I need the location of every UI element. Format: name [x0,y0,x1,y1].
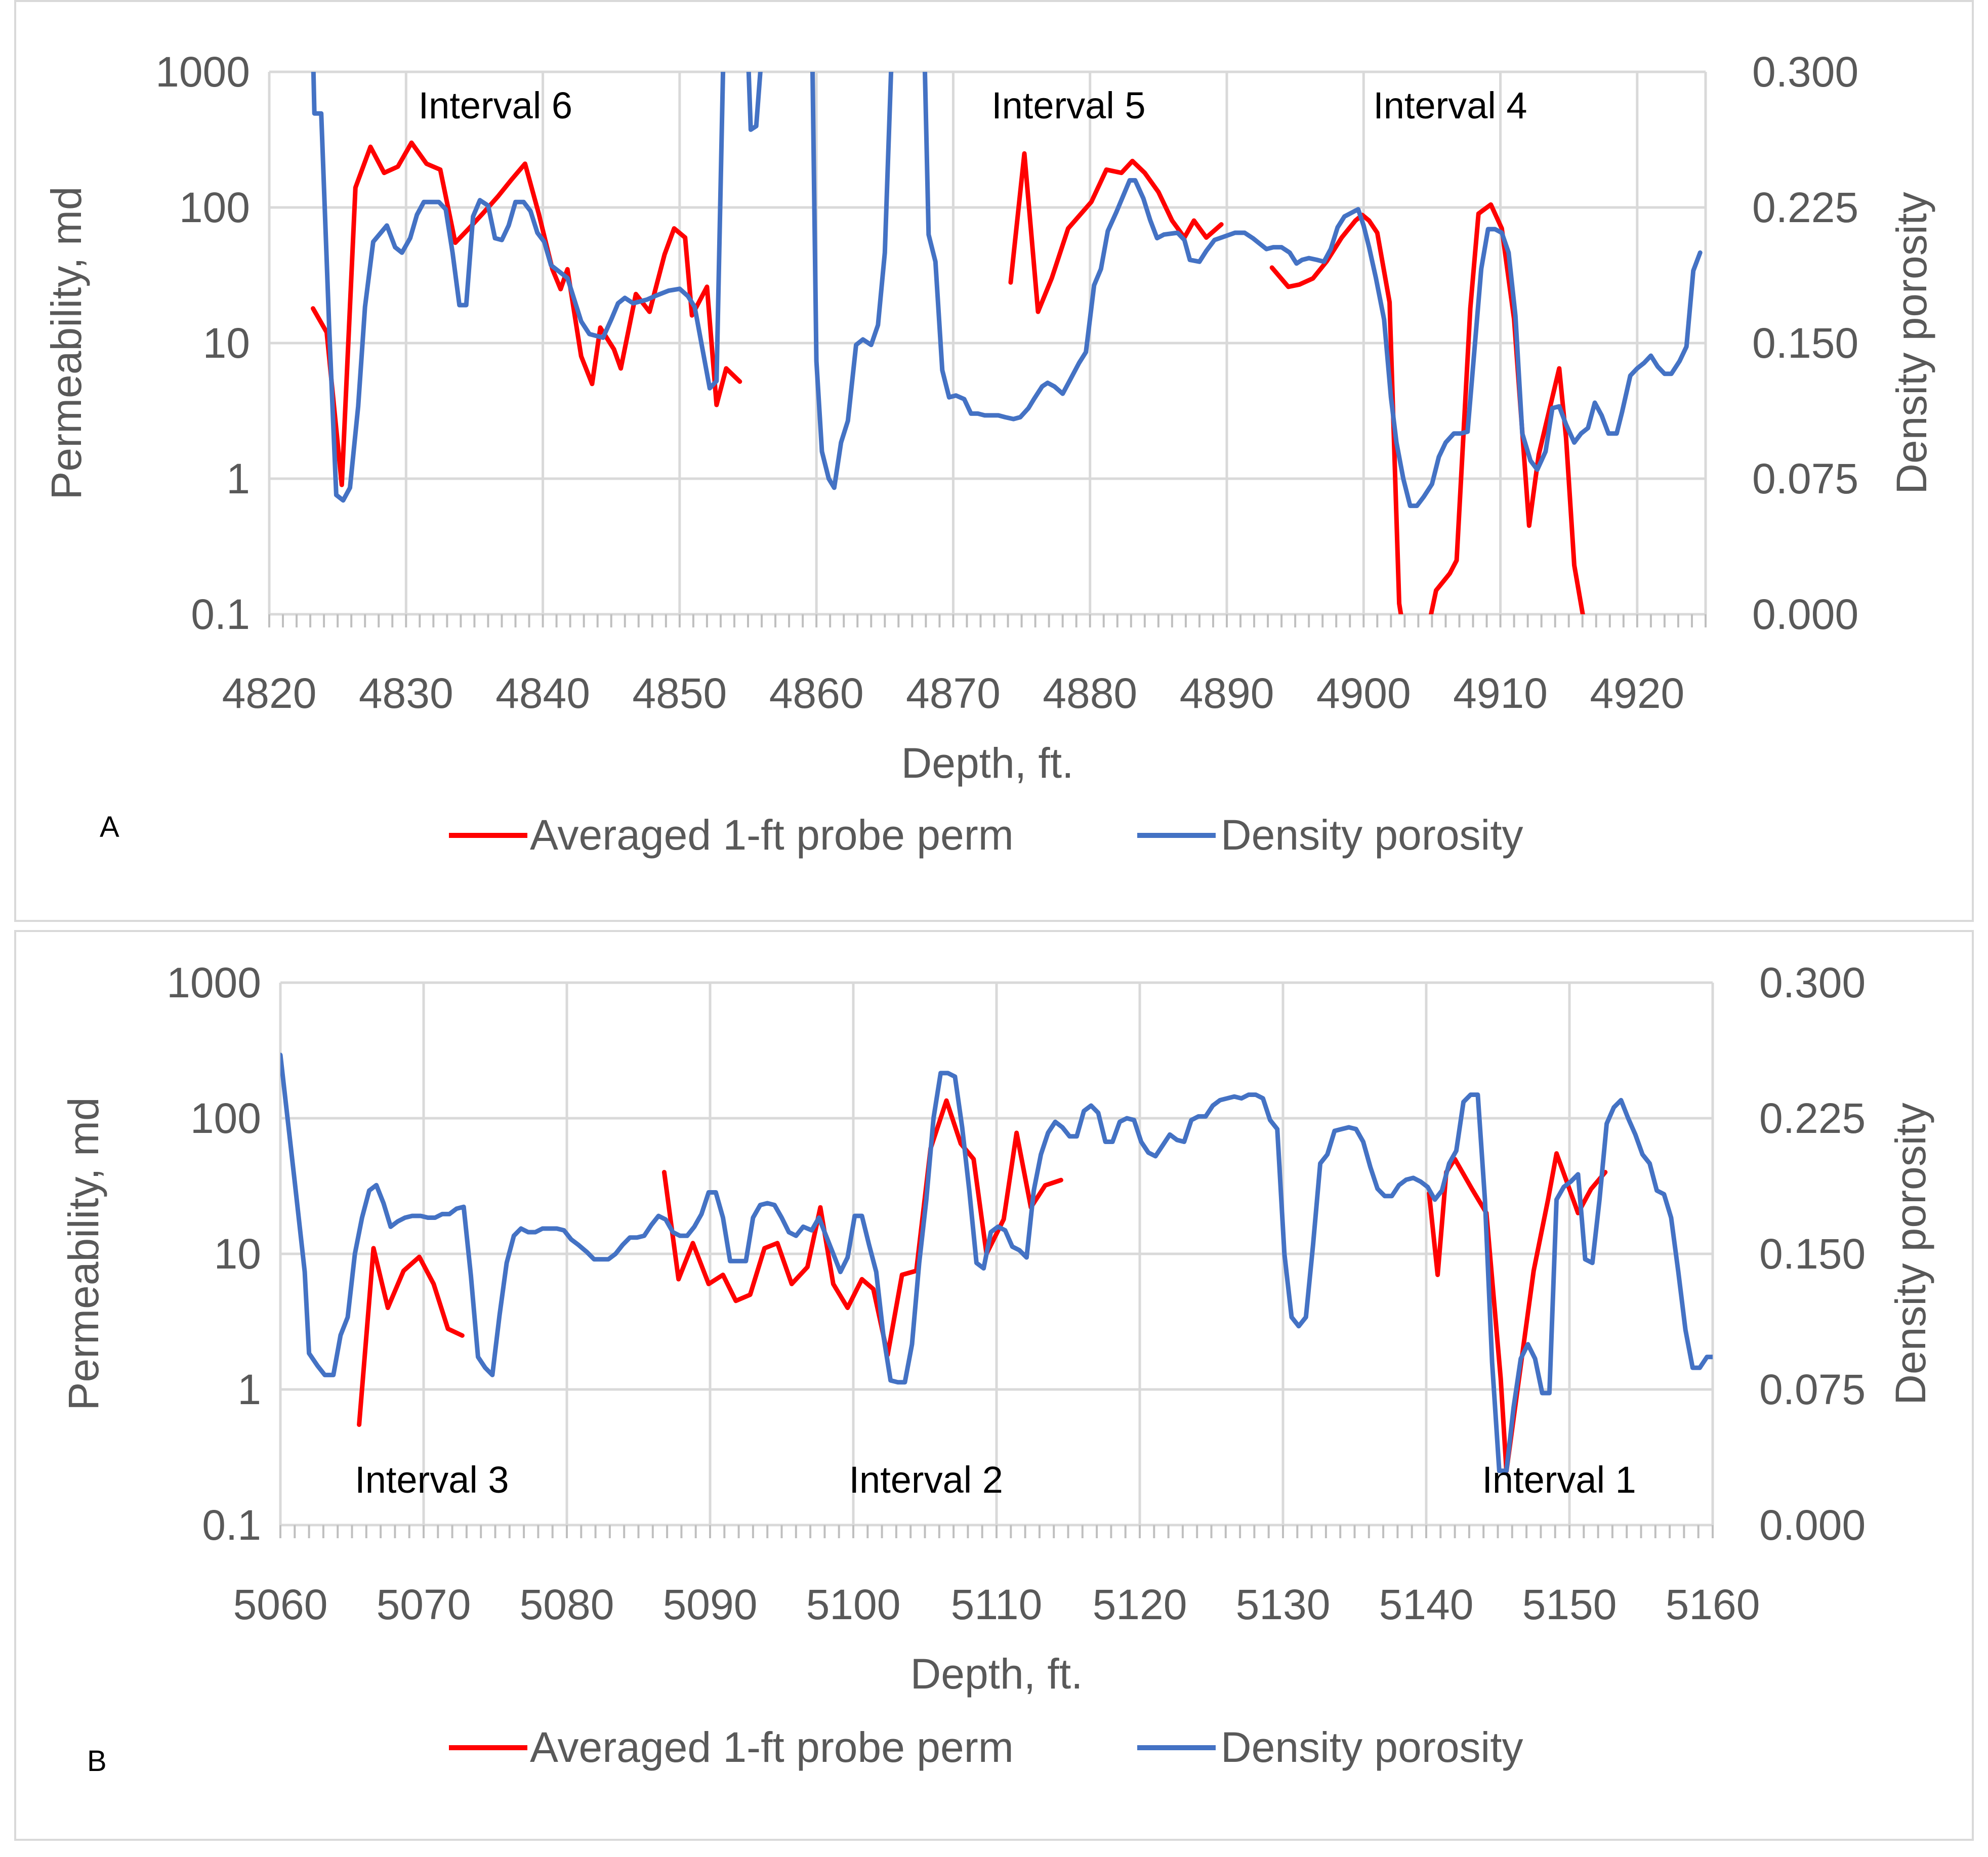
x-axis-title: Depth, ft. [910,1650,1083,1698]
y2-axis-title: Density porosity [1887,1103,1934,1405]
x-tick-label: 5110 [951,1581,1043,1628]
perm-series-line [1269,213,1403,614]
x-tick-label: 5100 [806,1581,901,1628]
x-tick-label: 4900 [1316,669,1411,717]
interval-label: Interval 5 [991,85,1145,126]
perm-series-line [357,1246,465,1427]
x-tick-label: 4820 [222,669,317,717]
chart-panel-a: 4820 4830 4840 4850 4860 4870 4880 4890 4900 4910… [14,0,1974,922]
porosity-series-line [746,72,763,132]
panel-letter: A [100,811,119,843]
x-axis-title: Depth, ft. [901,739,1074,787]
y-tick-label: 1000 [155,48,250,96]
y-tick-label: 100 [190,1094,261,1142]
x-tick-label: 4920 [1590,669,1684,717]
porosity-series-line [311,72,726,503]
y2-tick-label: 0.075 [1759,1366,1866,1413]
chart-b-svg: 5060 5070 5080 5090 5100 5110 5120 5130 5140 5150… [60,959,1934,1778]
porosity-series-line [280,1052,1713,1473]
x-tick-label: 4880 [1043,669,1137,717]
y2-tick-label: 0.000 [1752,590,1858,638]
perm-series-line [1008,151,1224,314]
interval-label: Interval 3 [355,1459,509,1501]
x-tick-label: 4910 [1453,669,1548,717]
legend-porosity-label: Density porosity [1221,811,1523,859]
x-tick-label: 4840 [495,669,590,717]
interval-label: Interval 6 [419,85,572,126]
y-tick-label: 10 [203,319,250,367]
y2-tick-label: 0.225 [1759,1094,1866,1142]
y-tick-label: 10 [214,1230,261,1278]
x-tick-label: 4850 [632,669,727,717]
y2-tick-label: 0.300 [1759,959,1866,1006]
y2-tick-label: 0.300 [1752,48,1858,96]
x-tick-label: 5160 [1666,1581,1760,1628]
series-group-a [311,72,1703,614]
legend-perm-label: Averaged 1-ft probe perm [530,811,1014,859]
perm-series-line [1428,202,1585,614]
interval-label: Interval 1 [1482,1459,1636,1501]
perm-series-line [311,140,742,487]
chart-a-svg: 4820 4830 4840 4850 4860 4870 4880 4890 4900 4910… [43,48,1935,859]
legend-perm-label: Averaged 1-ft probe perm [530,1723,1014,1771]
interval-label: Interval 2 [849,1459,1003,1501]
x-tick-label: 5090 [663,1581,758,1628]
y2-tick-label: 0.075 [1752,455,1858,502]
y2-axis-title: Density porosity [1888,192,1935,494]
y-axis-title: Permeability, md [60,1097,107,1410]
y2-tick-label: 0.225 [1752,184,1858,231]
y2-tick-label: 0.150 [1752,319,1858,367]
legend-porosity-label: Density porosity [1221,1723,1523,1771]
x-tick-label: 5080 [520,1581,614,1628]
interval-label: Interval 4 [1373,85,1527,126]
x-tick-label: 5140 [1379,1581,1474,1628]
y-tick-label: 1 [237,1366,261,1413]
y2-tick-label: 0.000 [1759,1501,1866,1549]
x-tick-label: 5130 [1236,1581,1331,1628]
x-tick-label: 5060 [233,1581,328,1628]
y2-tick-label: 0.150 [1759,1230,1866,1278]
x-tick-label: 5150 [1522,1581,1617,1628]
x-tick-label: 5070 [377,1581,471,1628]
panel-letter: B [87,1745,107,1778]
chart-panel-b: 5060 5070 5080 5090 5100 5110 5120 5130 5140 5150… [14,930,1974,1841]
x-tick-label: 4860 [769,669,864,717]
x-tick-label: 4870 [906,669,1001,717]
porosity-series-line [810,72,894,490]
y-tick-label: 0.1 [191,590,250,638]
porosity-series-line [923,72,1703,509]
series-group-b [280,1052,1713,1473]
y-tick-label: 100 [179,184,250,231]
perm-series-line [661,1098,1063,1358]
y-tick-label: 1 [226,455,250,502]
x-tick-label: 4890 [1180,669,1274,717]
x-tick-label: 4830 [359,669,453,717]
y-tick-label: 0.1 [202,1501,261,1549]
x-tick-label: 5120 [1093,1581,1187,1628]
y-axis-title: Permeability, md [43,186,90,499]
y-tick-label: 1000 [167,959,261,1006]
